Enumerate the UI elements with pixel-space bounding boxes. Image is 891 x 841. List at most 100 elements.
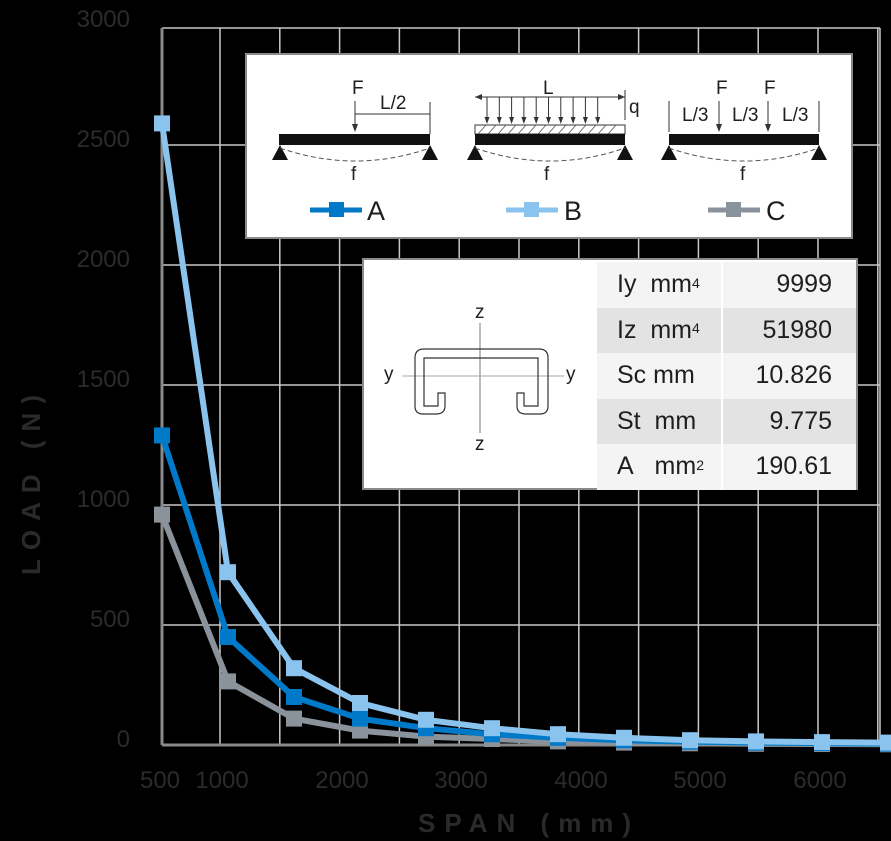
load-case-diagrams: F L/2 f L q f: [272, 78, 827, 226]
channel-outline-icon: [414, 348, 549, 415]
property-row-iy: Iy mm 4 9999: [597, 262, 856, 308]
y-axis-left-label: y: [384, 364, 394, 385]
data-point-marker: [220, 673, 236, 690]
property-exponent: 4: [692, 274, 700, 291]
data-point-marker: [286, 660, 302, 677]
diagram-a: F L/2 f: [272, 78, 438, 185]
property-name: Iz: [617, 315, 637, 344]
data-series: [154, 115, 891, 753]
property-name: A: [617, 452, 634, 481]
property-unit: mm: [653, 361, 695, 390]
x-tick-label: 3000: [434, 767, 487, 794]
x-axis-ticks: 500 1000 2000 3000 4000 5000 6000: [140, 767, 847, 794]
x-axis-title: SPAN (mm): [418, 808, 640, 838]
y-axis-right-label: y: [566, 364, 576, 385]
data-point-marker: [814, 734, 830, 751]
data-point-marker: [880, 734, 891, 751]
x-tick-label: 6000: [793, 767, 846, 794]
properties-table: Iy mm 4 9999 Iz mm 4 51980 Sc mm 10.826 St…: [597, 262, 856, 490]
x-tick-label: 500: [140, 767, 180, 794]
property-row-sc: Sc mm 10.826: [597, 353, 856, 399]
x-tick-label: 4000: [554, 767, 607, 794]
third-label-2: L/3: [732, 105, 758, 126]
property-exponent: 4: [692, 320, 700, 337]
distributed-load-arrows: [475, 94, 625, 124]
support-icon: [617, 145, 633, 160]
deflection-label: f: [544, 164, 550, 185]
property-value: 51980: [762, 315, 832, 344]
y-axis-title: LOAD (N): [16, 386, 46, 575]
section-properties-panel: z z y y Iy mm 4 9999 Iz mm 4 51980 Sc mm 1…: [362, 258, 858, 490]
span-half-label: L/2: [380, 93, 406, 114]
property-name: St: [617, 406, 641, 435]
property-value: 190.61: [755, 452, 832, 481]
legend-label-b: B: [564, 196, 582, 226]
y-tick-label: 1500: [77, 366, 130, 393]
support-icon: [811, 145, 827, 160]
data-point-marker: [154, 427, 170, 444]
property-unit: mm: [650, 270, 693, 299]
load-case-legend: F L/2 f L q f: [245, 53, 853, 239]
property-unit: mm: [654, 406, 697, 435]
property-name: Sc: [617, 361, 647, 390]
span-label: L: [543, 78, 554, 99]
force-label-2: F: [764, 78, 776, 99]
property-value: 9999: [776, 270, 832, 299]
y-axis-ticks: 0 500 1000 1500 2000 2500 3000: [77, 6, 130, 753]
x-tick-label: 1000: [195, 767, 248, 794]
data-point-marker: [286, 710, 302, 727]
force-label-1: F: [716, 78, 728, 99]
property-value: 9.775: [769, 406, 832, 435]
property-row-st: St mm 9.775: [597, 398, 856, 444]
y-tick-label: 1000: [77, 486, 130, 513]
data-point-marker: [748, 733, 764, 750]
square-marker-icon: [524, 202, 539, 217]
legend-item-a: A: [310, 196, 385, 226]
third-label-3: L/3: [782, 105, 808, 126]
square-marker-icon: [329, 202, 344, 217]
load-q-label: q: [629, 97, 640, 118]
property-unit: mm: [650, 315, 693, 344]
diagram-c: F F L/3 L/3 L/3 f: [661, 78, 827, 185]
property-row-iz: Iz mm 4 51980: [597, 307, 856, 353]
data-point-marker: [352, 695, 368, 711]
data-point-marker: [154, 506, 170, 523]
diagram-b: L q f: [467, 78, 640, 185]
property-exponent: 2: [696, 456, 704, 473]
y-tick-label: 2500: [77, 126, 130, 153]
data-point-marker: [352, 710, 368, 727]
data-point-marker: [154, 115, 170, 132]
data-point-marker: [550, 726, 566, 743]
data-point-marker: [616, 729, 632, 746]
legend-item-b: B: [506, 196, 582, 226]
series-b: [154, 115, 891, 751]
data-point-marker: [418, 711, 434, 728]
z-axis-top-label: z: [475, 302, 485, 323]
y-tick-label: 2000: [77, 246, 130, 273]
x-tick-label: 2000: [315, 767, 368, 794]
square-marker-icon: [726, 202, 741, 217]
data-point-marker: [220, 629, 236, 645]
property-name: Iy: [617, 270, 637, 299]
support-icon: [272, 145, 288, 160]
data-point-marker: [220, 564, 236, 581]
property-value: 10.826: [755, 361, 832, 390]
x-tick-label: 5000: [673, 767, 726, 794]
force-label: F: [352, 78, 364, 99]
property-row-area: A mm 2 190.61: [597, 444, 856, 490]
support-icon: [467, 145, 483, 160]
third-label-1: L/3: [682, 105, 708, 126]
legend-item-c: C: [708, 196, 786, 226]
property-unit: mm: [654, 452, 697, 481]
legend-label-a: A: [367, 196, 385, 226]
y-tick-label: 500: [90, 606, 130, 633]
data-point-marker: [286, 689, 302, 705]
legend-label-c: C: [766, 196, 786, 226]
z-axis-bottom-label: z: [475, 434, 485, 455]
support-icon: [422, 145, 438, 160]
deflection-label: f: [740, 164, 746, 185]
channel-profile-drawing: z z y y: [384, 302, 576, 455]
y-tick-label: 0: [117, 726, 130, 753]
deflection-label: f: [351, 164, 357, 185]
y-tick-label: 3000: [77, 6, 130, 33]
